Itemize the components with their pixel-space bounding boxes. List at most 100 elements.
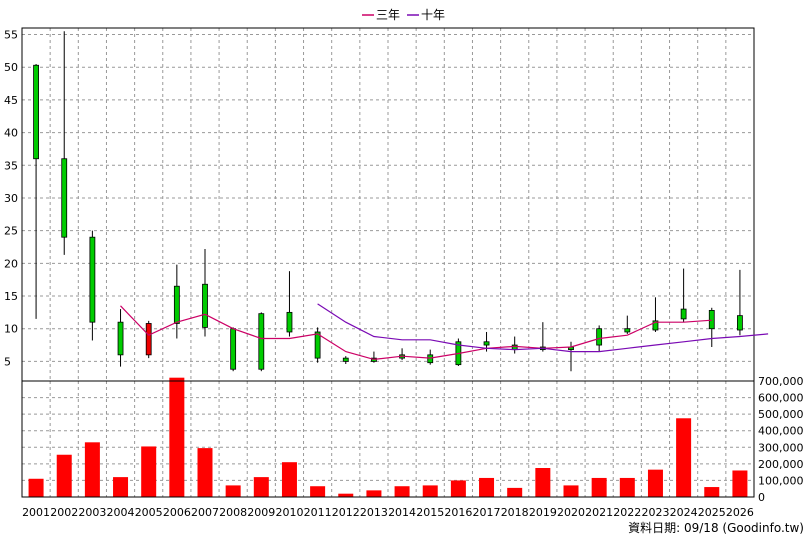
candle-body: [342, 357, 349, 362]
price-tick-label: 35: [4, 159, 18, 172]
price-tick-label: 10: [4, 323, 18, 336]
volume-axis: 0 100,000 200,000 300,000 400,000 500,000 600,…: [758, 375, 804, 504]
x-tick-label: 2009: [247, 506, 275, 519]
price-tick-label: 15: [4, 290, 18, 303]
volume-bar: [310, 486, 326, 497]
x-tick-label: 2001: [22, 506, 50, 519]
volume-bar: [281, 462, 297, 497]
candle-body: [427, 354, 434, 364]
candlestick: [708, 307, 715, 348]
source-note: 資料日期: 09/18 (Goodinfo.tw): [628, 521, 804, 535]
candlestick: [173, 264, 180, 339]
x-tick-label: 2005: [135, 506, 163, 519]
candle-body: [314, 331, 321, 359]
volume-bar: [647, 469, 663, 497]
volume-bar: [169, 377, 185, 497]
legend-label-3yr: 三年: [376, 8, 400, 22]
x-tick-label: 2017: [473, 506, 501, 519]
price-tick-label: 40: [4, 127, 18, 140]
candle-body: [624, 328, 631, 333]
volume-bar: [394, 486, 410, 497]
volume-bar: [676, 418, 692, 497]
volume-bar: [28, 478, 44, 497]
candlestick: [33, 63, 39, 319]
candle-body: [286, 311, 293, 333]
price-tick-label: 50: [4, 61, 18, 74]
volume-tick-label: 100,000: [758, 474, 804, 487]
volume-bar: [450, 480, 466, 497]
volume-bar: [366, 490, 382, 497]
volume-tick-label: 200,000: [758, 458, 804, 471]
candle-body: [680, 308, 687, 320]
volume-bars: [28, 377, 748, 497]
volume-tick-label: 400,000: [758, 425, 804, 438]
x-tick-label: 2014: [388, 506, 416, 519]
price-axis: 5 10 15 20 25 30 35 40 45 50 55: [4, 29, 18, 369]
volume-bar: [253, 477, 269, 497]
ma-line-10yr: [317, 303, 769, 353]
candle-body: [230, 328, 237, 370]
volume-panel-border: [21, 380, 755, 498]
candlestick: [680, 268, 687, 323]
moving-average-lines: [120, 303, 769, 361]
price-tick-label: 55: [4, 29, 18, 42]
volume-tick-label: 300,000: [758, 441, 804, 454]
price-gridlines: [22, 28, 754, 381]
candle-body: [117, 321, 124, 356]
x-tick-label: 2026: [726, 506, 754, 519]
candlestick: [286, 271, 293, 337]
price-tick-label: 45: [4, 94, 18, 107]
x-tick-label: 2008: [219, 506, 247, 519]
price-tick-label: 30: [4, 192, 18, 205]
x-tick-label: 2021: [585, 506, 613, 519]
x-tick-label: 2003: [78, 506, 106, 519]
volume-bar: [113, 477, 129, 497]
candlestick: [145, 320, 152, 359]
candle-body: [61, 158, 68, 238]
volume-tick-label: 600,000: [758, 392, 804, 405]
volume-bar: [591, 477, 607, 497]
x-tick-label: 2023: [641, 506, 669, 519]
volume-bar: [197, 448, 213, 497]
legend: 三年 十年: [362, 8, 445, 22]
candlestick: [652, 297, 659, 332]
volume-bar: [422, 485, 438, 497]
price-panel: 5 10 15 20 25 30 35 40 45 50 55: [4, 27, 769, 382]
candlestick: [624, 315, 631, 334]
x-axis: 2001 2002 2003 2004 2005 2006 2007 2008 2009 2010…: [22, 506, 754, 519]
candlestick: [427, 349, 434, 365]
candle-body: [202, 283, 208, 328]
volume-tick-label: 0: [758, 491, 765, 504]
x-tick-label: 2010: [275, 506, 303, 519]
x-tick-label: 2007: [191, 506, 219, 519]
candle-body: [89, 236, 96, 323]
candle-body: [708, 309, 715, 330]
candlestick: [230, 327, 237, 372]
volume-tick-label: 700,000: [758, 375, 804, 388]
volume-bar: [56, 454, 72, 497]
legend-label-10yr: 十年: [421, 8, 445, 22]
x-tick-label: 2004: [107, 506, 135, 519]
candle-body: [483, 341, 490, 346]
candlestick: [342, 356, 349, 365]
volume-bar: [704, 487, 720, 497]
candle-body: [258, 313, 265, 370]
x-tick-label: 2024: [670, 506, 698, 519]
volume-bar: [563, 485, 579, 497]
candlestick: [117, 309, 124, 367]
candle-body: [596, 328, 603, 346]
ma-line-3yr: [120, 305, 712, 361]
price-tick-label: 25: [4, 225, 18, 238]
x-tick-label: 2013: [360, 506, 388, 519]
x-tick-label: 2002: [50, 506, 78, 519]
x-tick-label: 2016: [444, 506, 472, 519]
volume-bar: [732, 470, 748, 497]
price-tick-label: 20: [4, 257, 18, 270]
volume-bar: [84, 442, 100, 497]
price-tick-label: 5: [4, 355, 11, 368]
volume-bar: [225, 485, 241, 497]
candlestick: [202, 248, 208, 337]
volume-tick-label: 500,000: [758, 408, 804, 421]
x-tick-label: 2018: [501, 506, 529, 519]
